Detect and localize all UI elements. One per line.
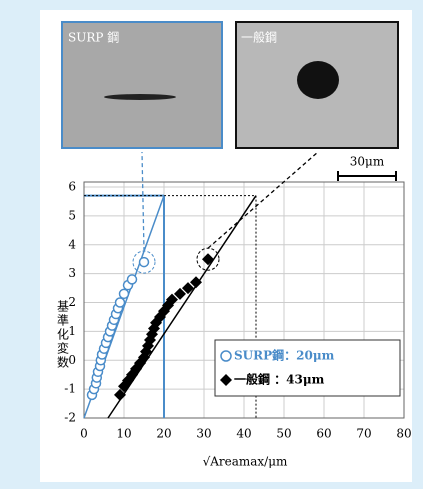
legend-marker xyxy=(221,351,231,361)
x-tick-label: 0 xyxy=(80,427,88,441)
chart: SURP 鋼 一般鋼 30μm 基準化変数 √Areamax/μm -2-101… xyxy=(0,0,423,489)
point xyxy=(120,289,129,298)
x-tick-label: 10 xyxy=(116,427,131,441)
y-tick-label: -1 xyxy=(64,382,76,396)
point xyxy=(140,258,149,267)
x-tick-label: 60 xyxy=(316,427,331,441)
x-tick-label: 50 xyxy=(276,427,291,441)
photo-label: SURP 鋼 xyxy=(68,31,119,45)
legend-label: SURP鋼：20μm xyxy=(234,348,335,363)
inclusions xyxy=(104,94,176,100)
y-tick-label: 0 xyxy=(68,353,76,367)
point xyxy=(128,275,137,284)
x-tick-label: 30 xyxy=(196,427,211,441)
point xyxy=(116,298,125,307)
inclusion xyxy=(297,61,339,99)
y-tick-label: 5 xyxy=(68,208,76,222)
x-tick-label: 80 xyxy=(396,427,411,441)
legend-label: 一般鋼 ：43μm xyxy=(234,372,325,387)
x-tick-label: 40 xyxy=(236,427,251,441)
photo-label: 一般鋼 xyxy=(241,30,277,45)
y-tick-label: 3 xyxy=(68,266,76,280)
y-tick-label: 2 xyxy=(68,295,76,309)
y-tick-label: -2 xyxy=(64,411,76,425)
x-axis-label: √Areamax/μm xyxy=(203,455,288,469)
page: SURP 鋼 一般鋼 30μm 基準化変数 √Areamax/μm -2-101… xyxy=(0,0,423,489)
x-tick-label: 70 xyxy=(356,427,371,441)
scale-bar-label: 30μm xyxy=(350,155,385,169)
y-tick-label: 4 xyxy=(68,237,76,251)
x-tick-label: 20 xyxy=(156,427,171,441)
y-tick-label: 6 xyxy=(68,180,76,194)
y-tick-label: 1 xyxy=(68,324,76,338)
